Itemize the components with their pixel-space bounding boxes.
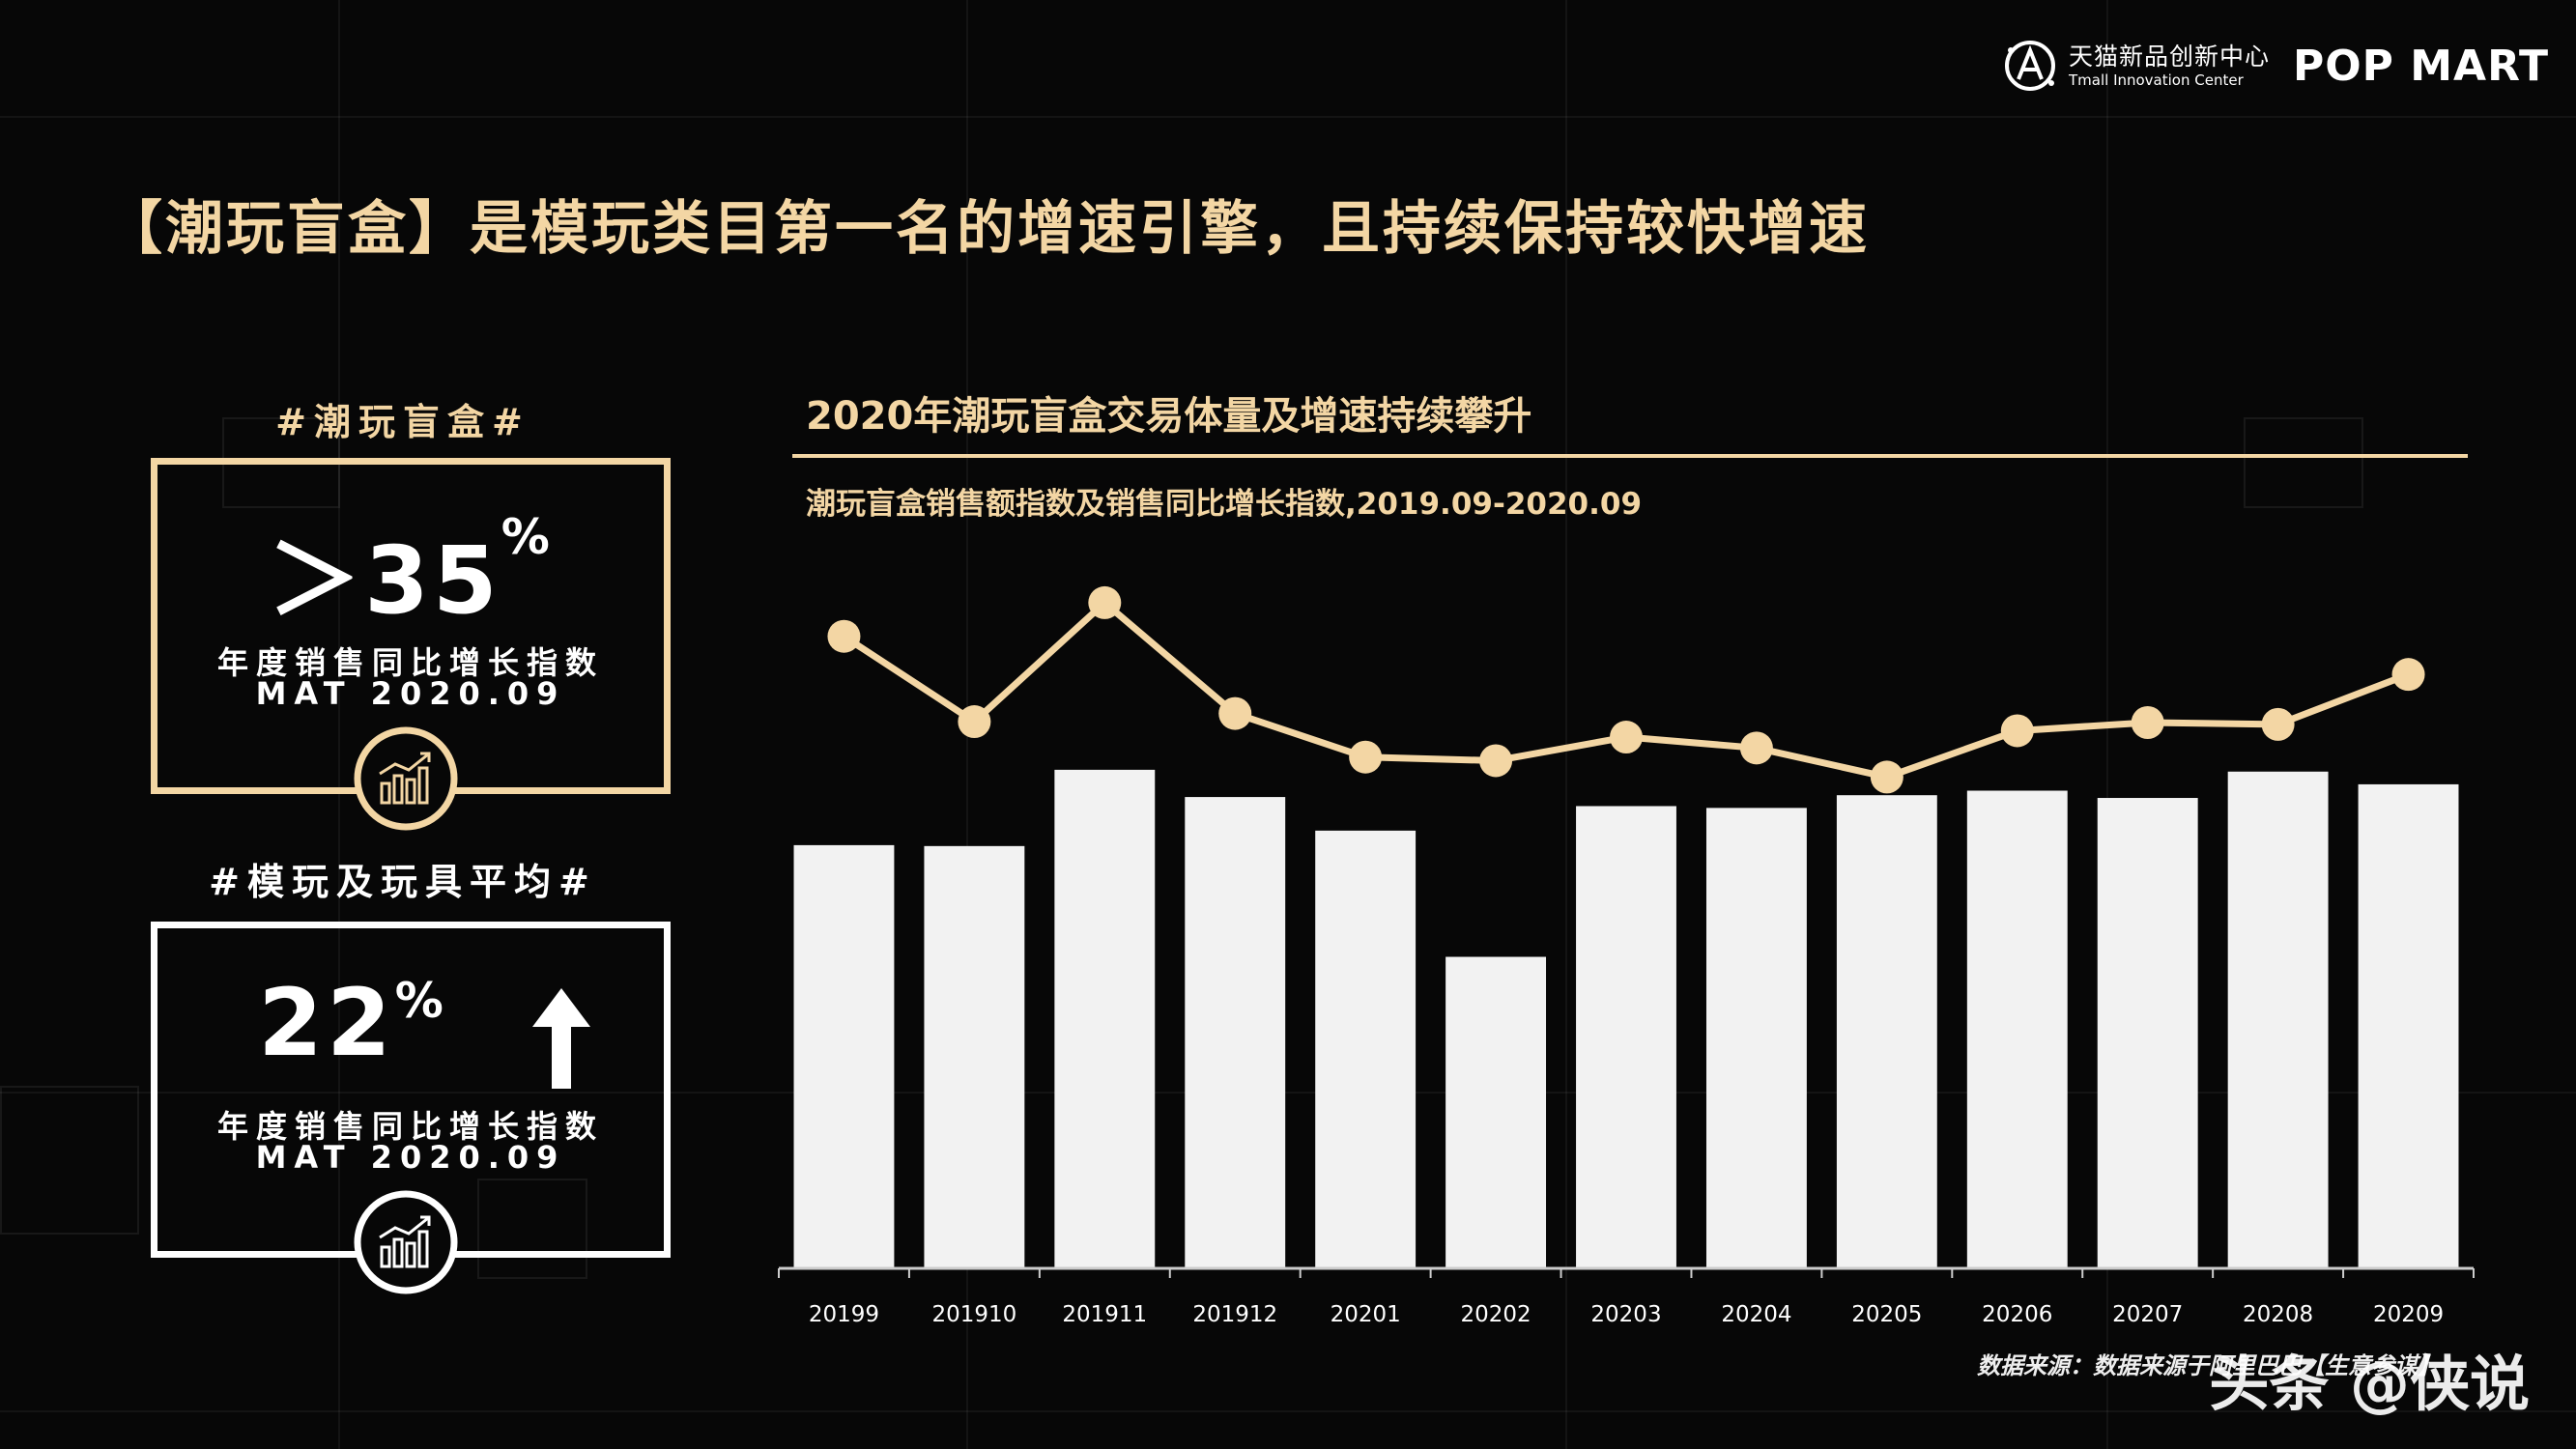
bar-20207 xyxy=(2097,798,2198,1267)
percent-sign: % xyxy=(394,973,447,1029)
x-tick-label-201912: 201912 xyxy=(1192,1302,1277,1327)
bar-201912 xyxy=(1185,797,1286,1267)
growth-point-20206 xyxy=(2000,714,2034,748)
tmall-name-en: Tmall Innovation Center xyxy=(2069,71,2244,89)
stat-period: MAT 2020.09 xyxy=(255,675,566,712)
growth-point-201911 xyxy=(1088,585,1122,619)
chart-title: 2020年潮玩盲盒交易体量及增速持续攀升 xyxy=(806,394,1532,439)
growth-point-20204 xyxy=(1739,731,1773,765)
growth-point-20199 xyxy=(827,619,861,653)
x-tick-label-20207: 20207 xyxy=(2112,1302,2183,1327)
tmall-logo-icon xyxy=(2005,41,2055,91)
arrow-up-icon xyxy=(532,988,590,1089)
blind-box-tag: #潮玩盲盒# xyxy=(275,401,530,443)
growth-point-20209 xyxy=(2391,658,2425,692)
growth-chart-icon xyxy=(354,726,458,831)
watermark: 头条 @侠说 xyxy=(2209,1349,2530,1419)
tmall-name-cn: 天猫新品创新中心 xyxy=(2069,43,2271,71)
x-tick-label-20208: 20208 xyxy=(2243,1302,2313,1327)
growth-point-20202 xyxy=(1479,744,1513,778)
chart-title-rule xyxy=(792,454,2468,458)
bar-20203 xyxy=(1576,806,1676,1267)
stat-description: 年度销售同比增长指数 xyxy=(216,1108,604,1145)
x-tick-label-20201: 20201 xyxy=(1331,1302,1401,1327)
bar-20209 xyxy=(2358,783,2459,1267)
x-tick-label-201911: 201911 xyxy=(1062,1302,1147,1327)
x-tick-label-20209: 20209 xyxy=(2373,1302,2444,1327)
x-tick-label-201910: 201910 xyxy=(931,1302,1016,1327)
bar-20201 xyxy=(1315,830,1417,1267)
x-tick-label-20204: 20204 xyxy=(1721,1302,1791,1327)
bar-20204 xyxy=(1705,808,1807,1267)
growth-point-20205 xyxy=(1870,760,1903,794)
stat-period: MAT 2020.09 xyxy=(255,1139,566,1176)
blind-box-growth-value: ＞35% xyxy=(268,509,554,635)
bar-201910 xyxy=(924,845,1025,1267)
page-title: 【潮玩盲盒】是模玩类目第一名的增速引擎，且持续保持较快增速 xyxy=(104,195,1870,263)
growth-point-20201 xyxy=(1349,740,1383,774)
popmart-logo: POP MART xyxy=(2293,41,2549,91)
brand-header: 天猫新品创新中心 Tmall Innovation Center POP MAR… xyxy=(2001,27,2549,104)
growth-point-201910 xyxy=(958,705,991,739)
bar-201911 xyxy=(1054,769,1156,1267)
growth-point-201912 xyxy=(1218,696,1252,730)
bar-20206 xyxy=(1966,790,2068,1267)
bar-20199 xyxy=(793,844,895,1267)
x-tick-label-20202: 20202 xyxy=(1460,1302,1531,1327)
x-tick-label-20203: 20203 xyxy=(1590,1302,1661,1327)
growth-point-20208 xyxy=(2261,707,2295,741)
bar-20208 xyxy=(2227,771,2329,1267)
growth-point-20207 xyxy=(2131,706,2164,739)
blind-box-stat-card: ＞35% 年度销售同比增长指数 MAT 2020.09 xyxy=(151,458,671,831)
growth-chart-icon xyxy=(354,1190,458,1294)
percent-sign: % xyxy=(501,509,554,565)
toys-average-tag: #模玩及玩具平均# xyxy=(209,861,597,903)
data-source-note: 数据来源：数据来源于阿里巴巴【生意参谋】 xyxy=(1977,1352,2441,1379)
stat-description: 年度销售同比增长指数 xyxy=(216,644,604,681)
x-tick-label-20199: 20199 xyxy=(809,1302,879,1327)
x-tick-label-20205: 20205 xyxy=(1851,1302,1922,1327)
bar-20202 xyxy=(1445,956,1547,1267)
x-tick-label-20206: 20206 xyxy=(1982,1302,2052,1327)
chart-subtitle: 潮玩盲盒销售额指数及销售同比增长指数,2019.09-2020.09 xyxy=(806,487,1643,522)
tmall-text-block: 天猫新品创新中心 Tmall Innovation Center xyxy=(2069,43,2270,89)
growth-point-20203 xyxy=(1610,721,1643,754)
toys-average-stat-card: 22% 年度销售同比增长指数 MAT 2020.09 xyxy=(151,922,671,1294)
bar-20205 xyxy=(1836,795,1937,1267)
toys-growth-value: 22% xyxy=(258,969,447,1077)
